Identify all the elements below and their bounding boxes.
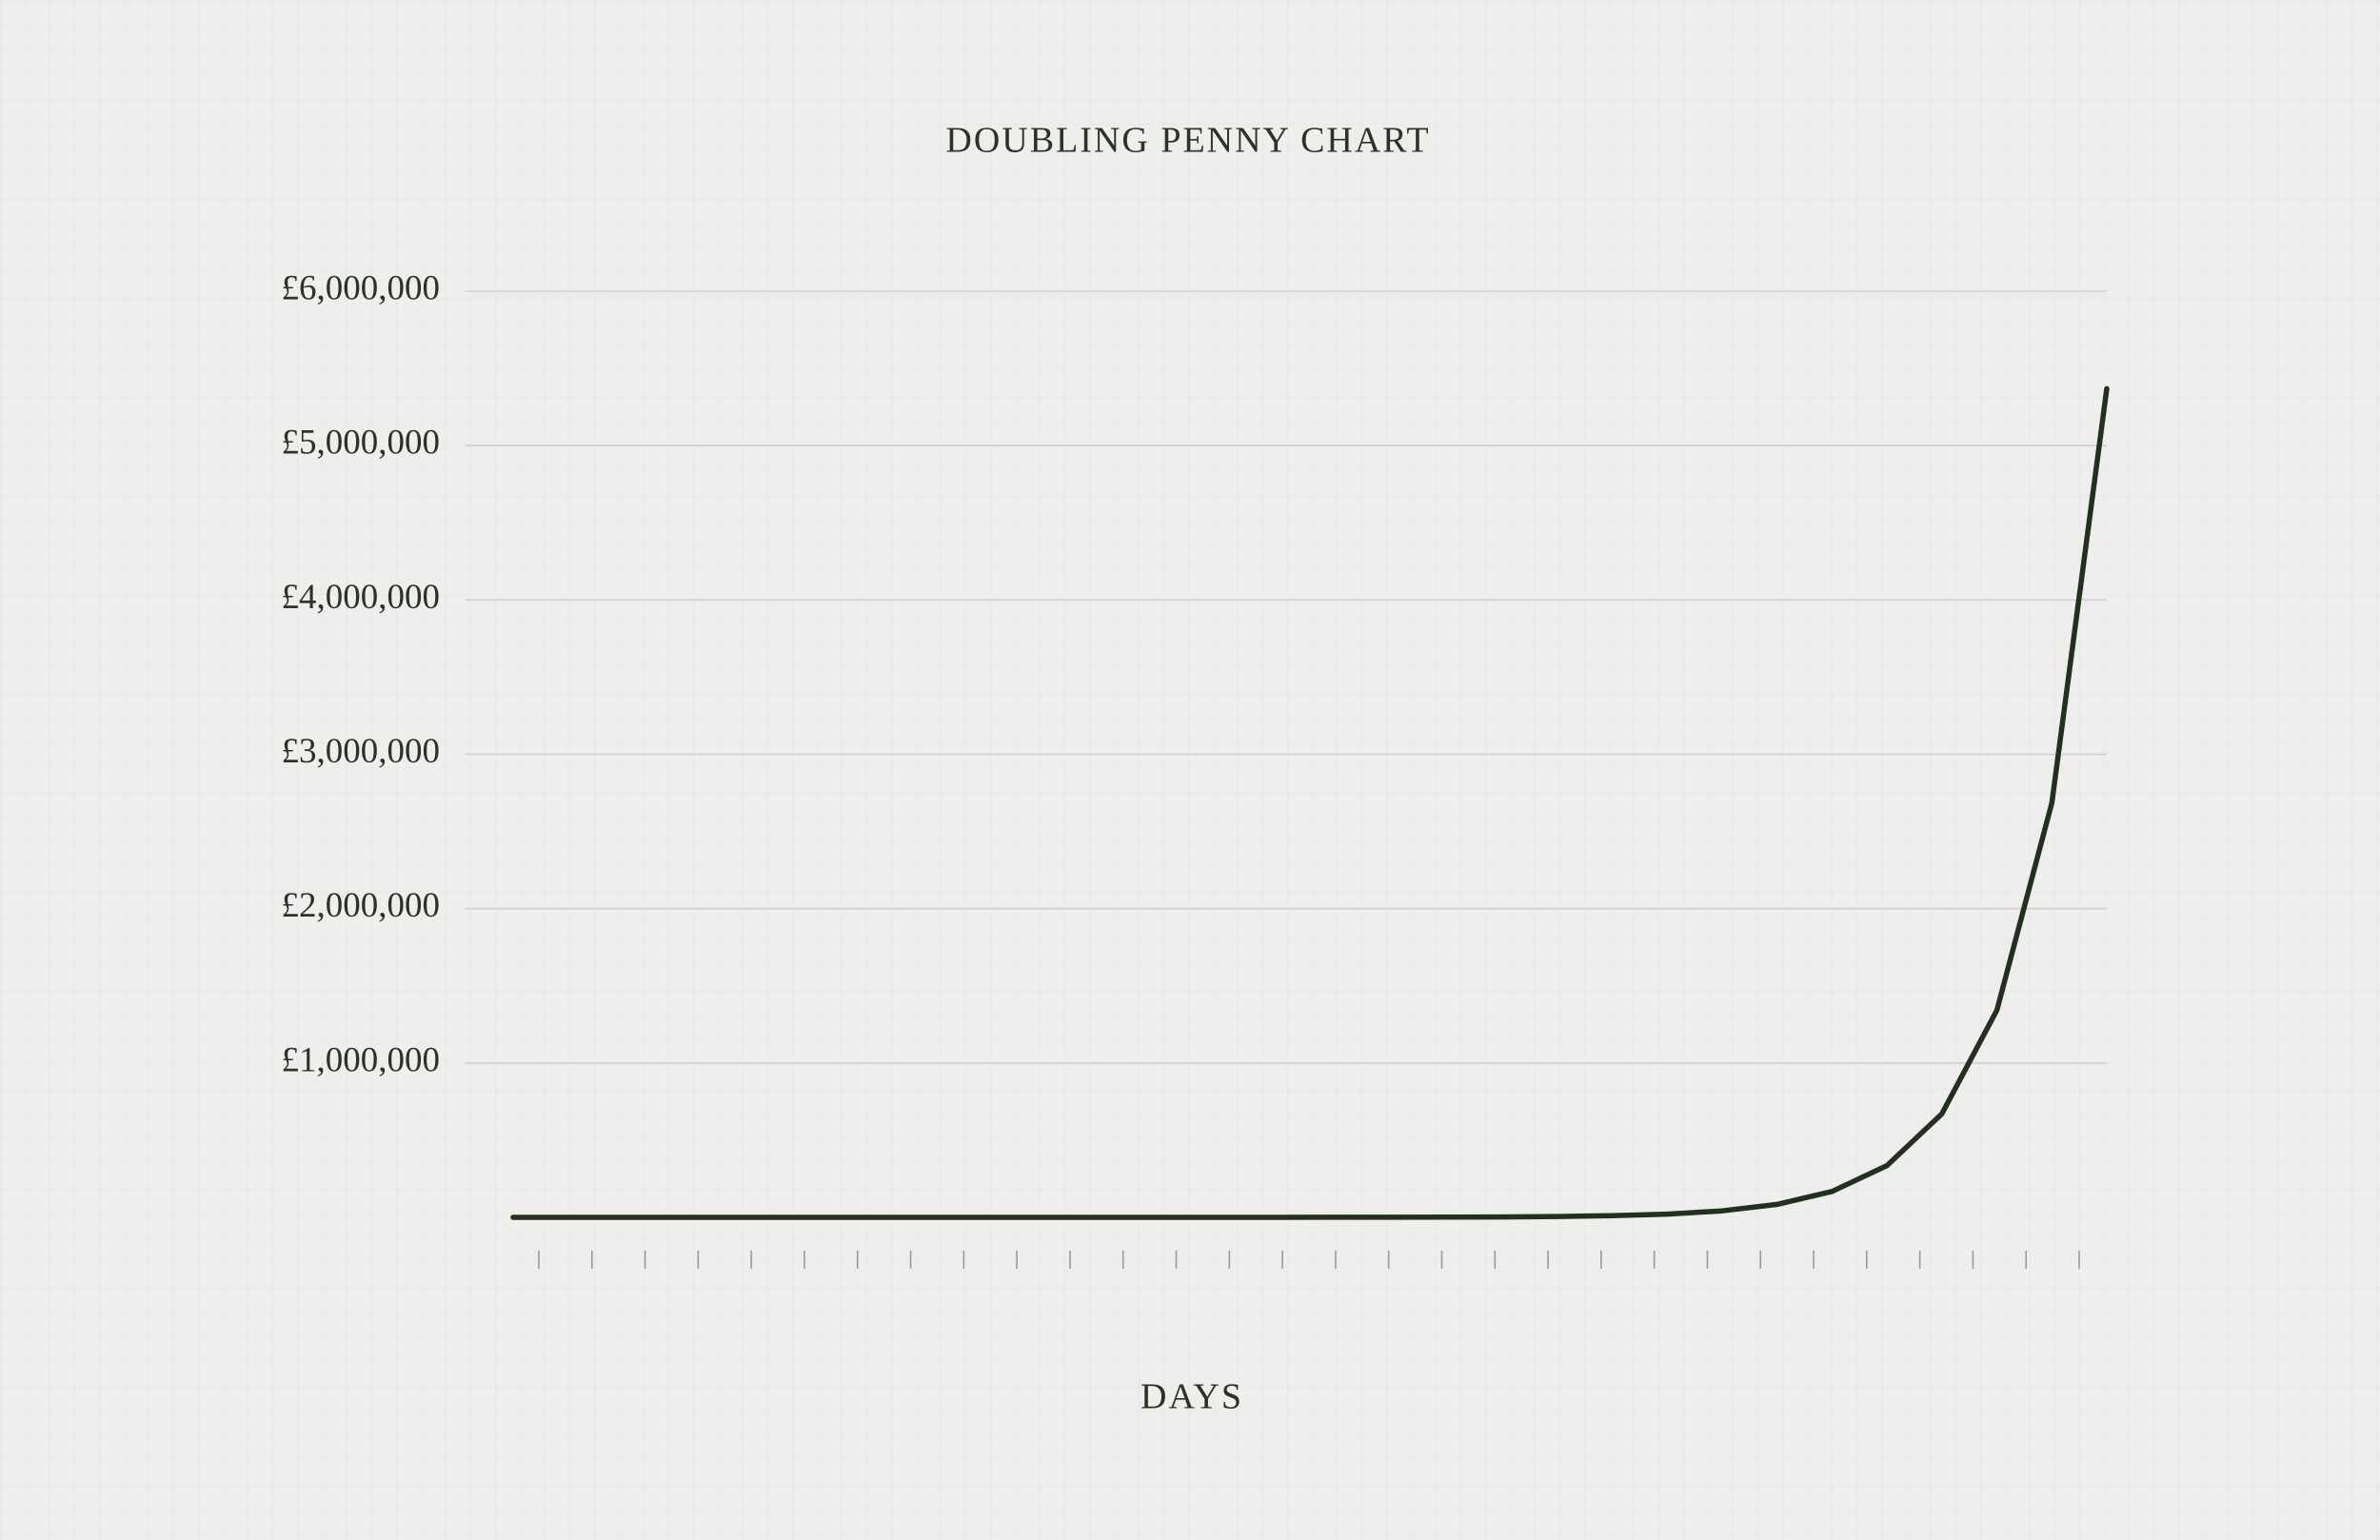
chart-title: DOUBLING PENNY CHART (945, 121, 1430, 161)
y-tick-label: £2,000,000 (282, 886, 441, 925)
y-tick-label: £6,000,000 (282, 268, 441, 307)
y-tick-label: £4,000,000 (282, 578, 441, 617)
y-tick-label: £5,000,000 (282, 424, 441, 463)
y-tick-label: £1,000,000 (282, 1040, 441, 1079)
y-tick-label: £3,000,000 (282, 732, 441, 771)
x-axis-label: DAYS (1140, 1377, 1243, 1417)
data-line (510, 385, 2110, 1220)
